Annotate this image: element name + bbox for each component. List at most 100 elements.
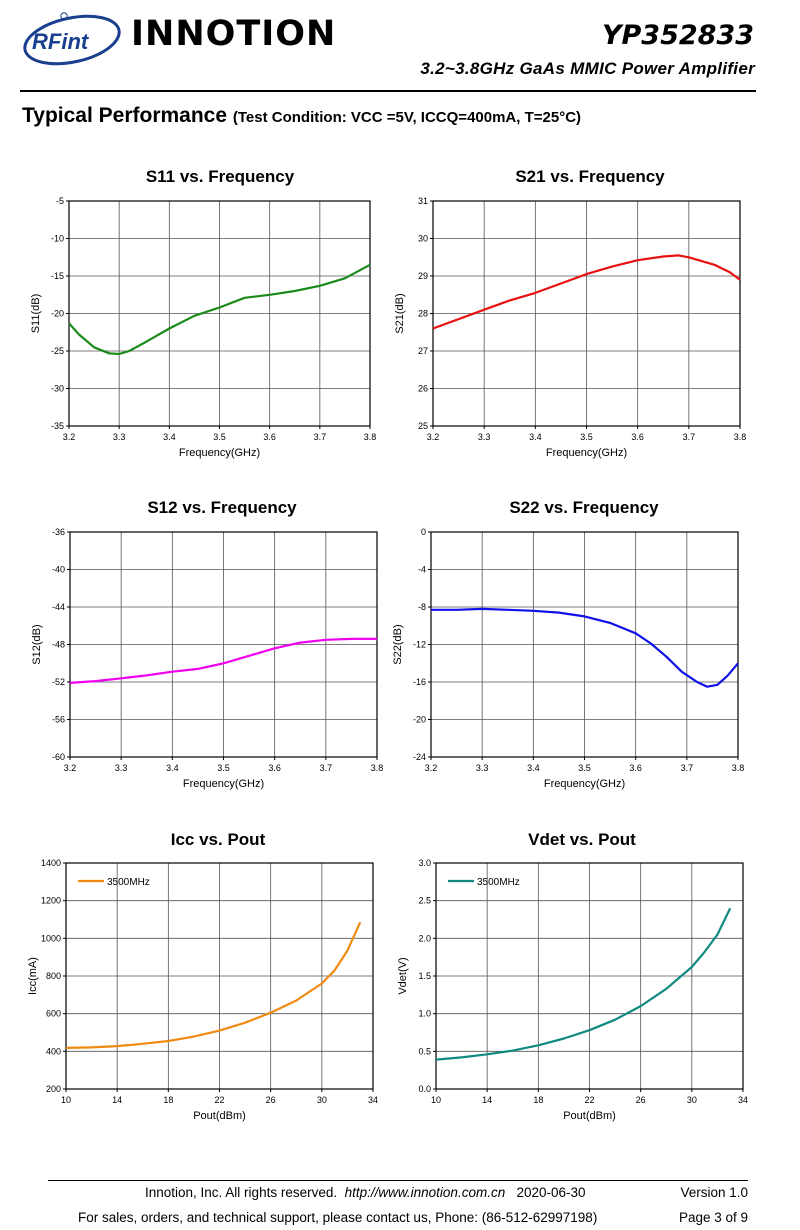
s21-ylabel: S21(dB) (394, 293, 406, 333)
s22-xlabel: Frequency(GHz) (544, 778, 625, 790)
s21-xtick-label: 3.4 (529, 432, 542, 442)
s12-ytick-label: -60 (52, 752, 65, 762)
chart-title-s22: S22 vs. Frequency (509, 498, 659, 517)
icc-xtick-label: 34 (368, 1095, 378, 1105)
s12-ytick-label: -56 (52, 715, 65, 725)
s21-ytick-label: 29 (418, 271, 428, 281)
s22-ytick-label: -4 (418, 565, 426, 575)
s11-xtick-label: 3.2 (63, 432, 76, 442)
vdet-xtick-label: 22 (584, 1095, 594, 1105)
s12-xtick-label: 3.2 (64, 763, 77, 773)
s12-ytick-label: -44 (52, 602, 65, 612)
vdet-ytick-label: 0.5 (418, 1046, 431, 1056)
s22-ytick-label: -8 (418, 602, 426, 612)
chart-title-icc: Icc vs. Pout (170, 830, 266, 849)
s21-ytick-label: 30 (418, 234, 428, 244)
s11-xtick-label: 3.8 (364, 432, 377, 442)
version: Version 1.0 (680, 1185, 748, 1200)
icc-xtick-label: 18 (163, 1095, 173, 1105)
chart-title-s12: S12 vs. Frequency (147, 498, 297, 517)
icc-ytick-label: 1200 (41, 896, 61, 906)
footer-copyright: Innotion, Inc. All rights reserved. http… (145, 1185, 586, 1200)
s21-ytick-label: 27 (418, 346, 428, 356)
vdet-xtick-label: 10 (431, 1095, 441, 1105)
test-condition: (Test Condition: VCC =5V, ICCQ=400mA, T=… (232, 109, 582, 126)
icc-xtick-label: 26 (266, 1095, 276, 1105)
s12-xtick-label: 3.3 (115, 763, 128, 773)
s22-xtick-label: 3.7 (681, 763, 694, 773)
icc-ytick-label: 800 (46, 971, 61, 981)
s21-ytick-label: 26 (418, 384, 428, 394)
s21-ytick-label: 28 (418, 309, 428, 319)
vdet-ytick-label: 3.0 (418, 858, 431, 868)
s22-xtick-label: 3.8 (732, 763, 745, 773)
s22-xtick-label: 3.4 (527, 763, 540, 773)
s12-ytick-label: -52 (52, 677, 65, 687)
s11-xlabel: Frequency(GHz) (179, 447, 260, 459)
icc-ylabel: Icc(mA) (27, 957, 39, 995)
s11-xtick-label: 3.4 (163, 432, 176, 442)
s11-xtick-label: 3.7 (314, 432, 327, 442)
icc-xlabel: Pout(dBm) (193, 1110, 246, 1122)
vdet-xtick-label: 14 (482, 1095, 492, 1105)
page-number: Page 3 of 9 (678, 1210, 748, 1225)
vdet-ylabel: Vdet(V) (397, 957, 409, 994)
icc-ytick-label: 1000 (41, 933, 61, 943)
icc-legend-label: 3500MHz (107, 877, 150, 888)
s12-xtick-label: 3.7 (320, 763, 333, 773)
s12-xtick-label: 3.6 (268, 763, 281, 773)
vdet-xtick-label: 34 (738, 1095, 748, 1105)
s21-ytick-label: 31 (418, 196, 428, 206)
s22-ytick-label: 0 (421, 527, 426, 537)
s12-xtick-label: 3.4 (166, 763, 179, 773)
s22-ytick-label: -20 (413, 715, 426, 725)
copyright-text: Innotion, Inc. All rights reserved. (145, 1185, 338, 1200)
vdet-ytick-label: 1.0 (418, 1009, 431, 1019)
company-url[interactable]: http://www.innotion.com.cn (344, 1185, 506, 1200)
s22-xtick-label: 3.2 (425, 763, 438, 773)
vdet-ytick-label: 2.0 (418, 933, 431, 943)
s21-xtick-label: 3.7 (683, 432, 696, 442)
s12-xlabel: Frequency(GHz) (183, 778, 264, 790)
s11-series-line (68, 263, 371, 356)
svg-text:RFint: RFint (32, 29, 90, 54)
s22-xtick-label: 3.6 (629, 763, 642, 773)
vdet-series-line (435, 907, 732, 1061)
vdet-legend-label: 3500MHz (477, 877, 520, 888)
contact-info: For sales, orders, and technical support… (78, 1210, 598, 1225)
s11-ylabel: S11(dB) (30, 294, 42, 334)
s21-xtick-label: 3.5 (580, 432, 593, 442)
s12-xtick-label: 3.8 (371, 763, 384, 773)
s11-ytick-label: -25 (51, 346, 64, 356)
s21-xtick-label: 3.3 (478, 432, 491, 442)
icc-xtick-label: 30 (317, 1095, 327, 1105)
s22-ylabel: S22(dB) (392, 624, 404, 664)
s21-xlabel: Frequency(GHz) (546, 447, 627, 459)
footer-divider (48, 1180, 748, 1181)
s11-ytick-label: -20 (51, 309, 64, 319)
s12-xtick-label: 3.5 (217, 763, 230, 773)
part-number: YP352833 (601, 20, 754, 51)
s21-xtick-label: 3.2 (427, 432, 440, 442)
vdet-xlabel: Pout(dBm) (563, 1110, 616, 1122)
s11-xtick-label: 3.6 (263, 432, 276, 442)
icc-ytick-label: 400 (46, 1046, 61, 1056)
vdet-xtick-label: 18 (533, 1095, 543, 1105)
s22-ytick-label: -24 (413, 752, 426, 762)
s11-ytick-label: -15 (51, 271, 64, 281)
s12-series-line (69, 637, 377, 684)
section-title: Typical Performance (22, 104, 228, 127)
icc-xtick-label: 14 (112, 1095, 122, 1105)
s11-ytick-label: -10 (51, 234, 64, 244)
s21-series-line (432, 254, 741, 330)
s22-ytick-label: -12 (413, 640, 426, 650)
chart-title-s21: S21 vs. Frequency (515, 167, 665, 186)
chart-title-vdet: Vdet vs. Pout (528, 830, 636, 849)
icc-ytick-label: 600 (46, 1009, 61, 1019)
s22-series-line (431, 607, 739, 688)
vdet-ytick-label: 0.0 (418, 1084, 431, 1094)
header-divider (20, 90, 756, 92)
s12-ytick-label: -40 (52, 565, 65, 575)
rfint-logo: RFint (23, 12, 121, 66)
chart-title-s11: S11 vs. Frequency (145, 167, 295, 186)
